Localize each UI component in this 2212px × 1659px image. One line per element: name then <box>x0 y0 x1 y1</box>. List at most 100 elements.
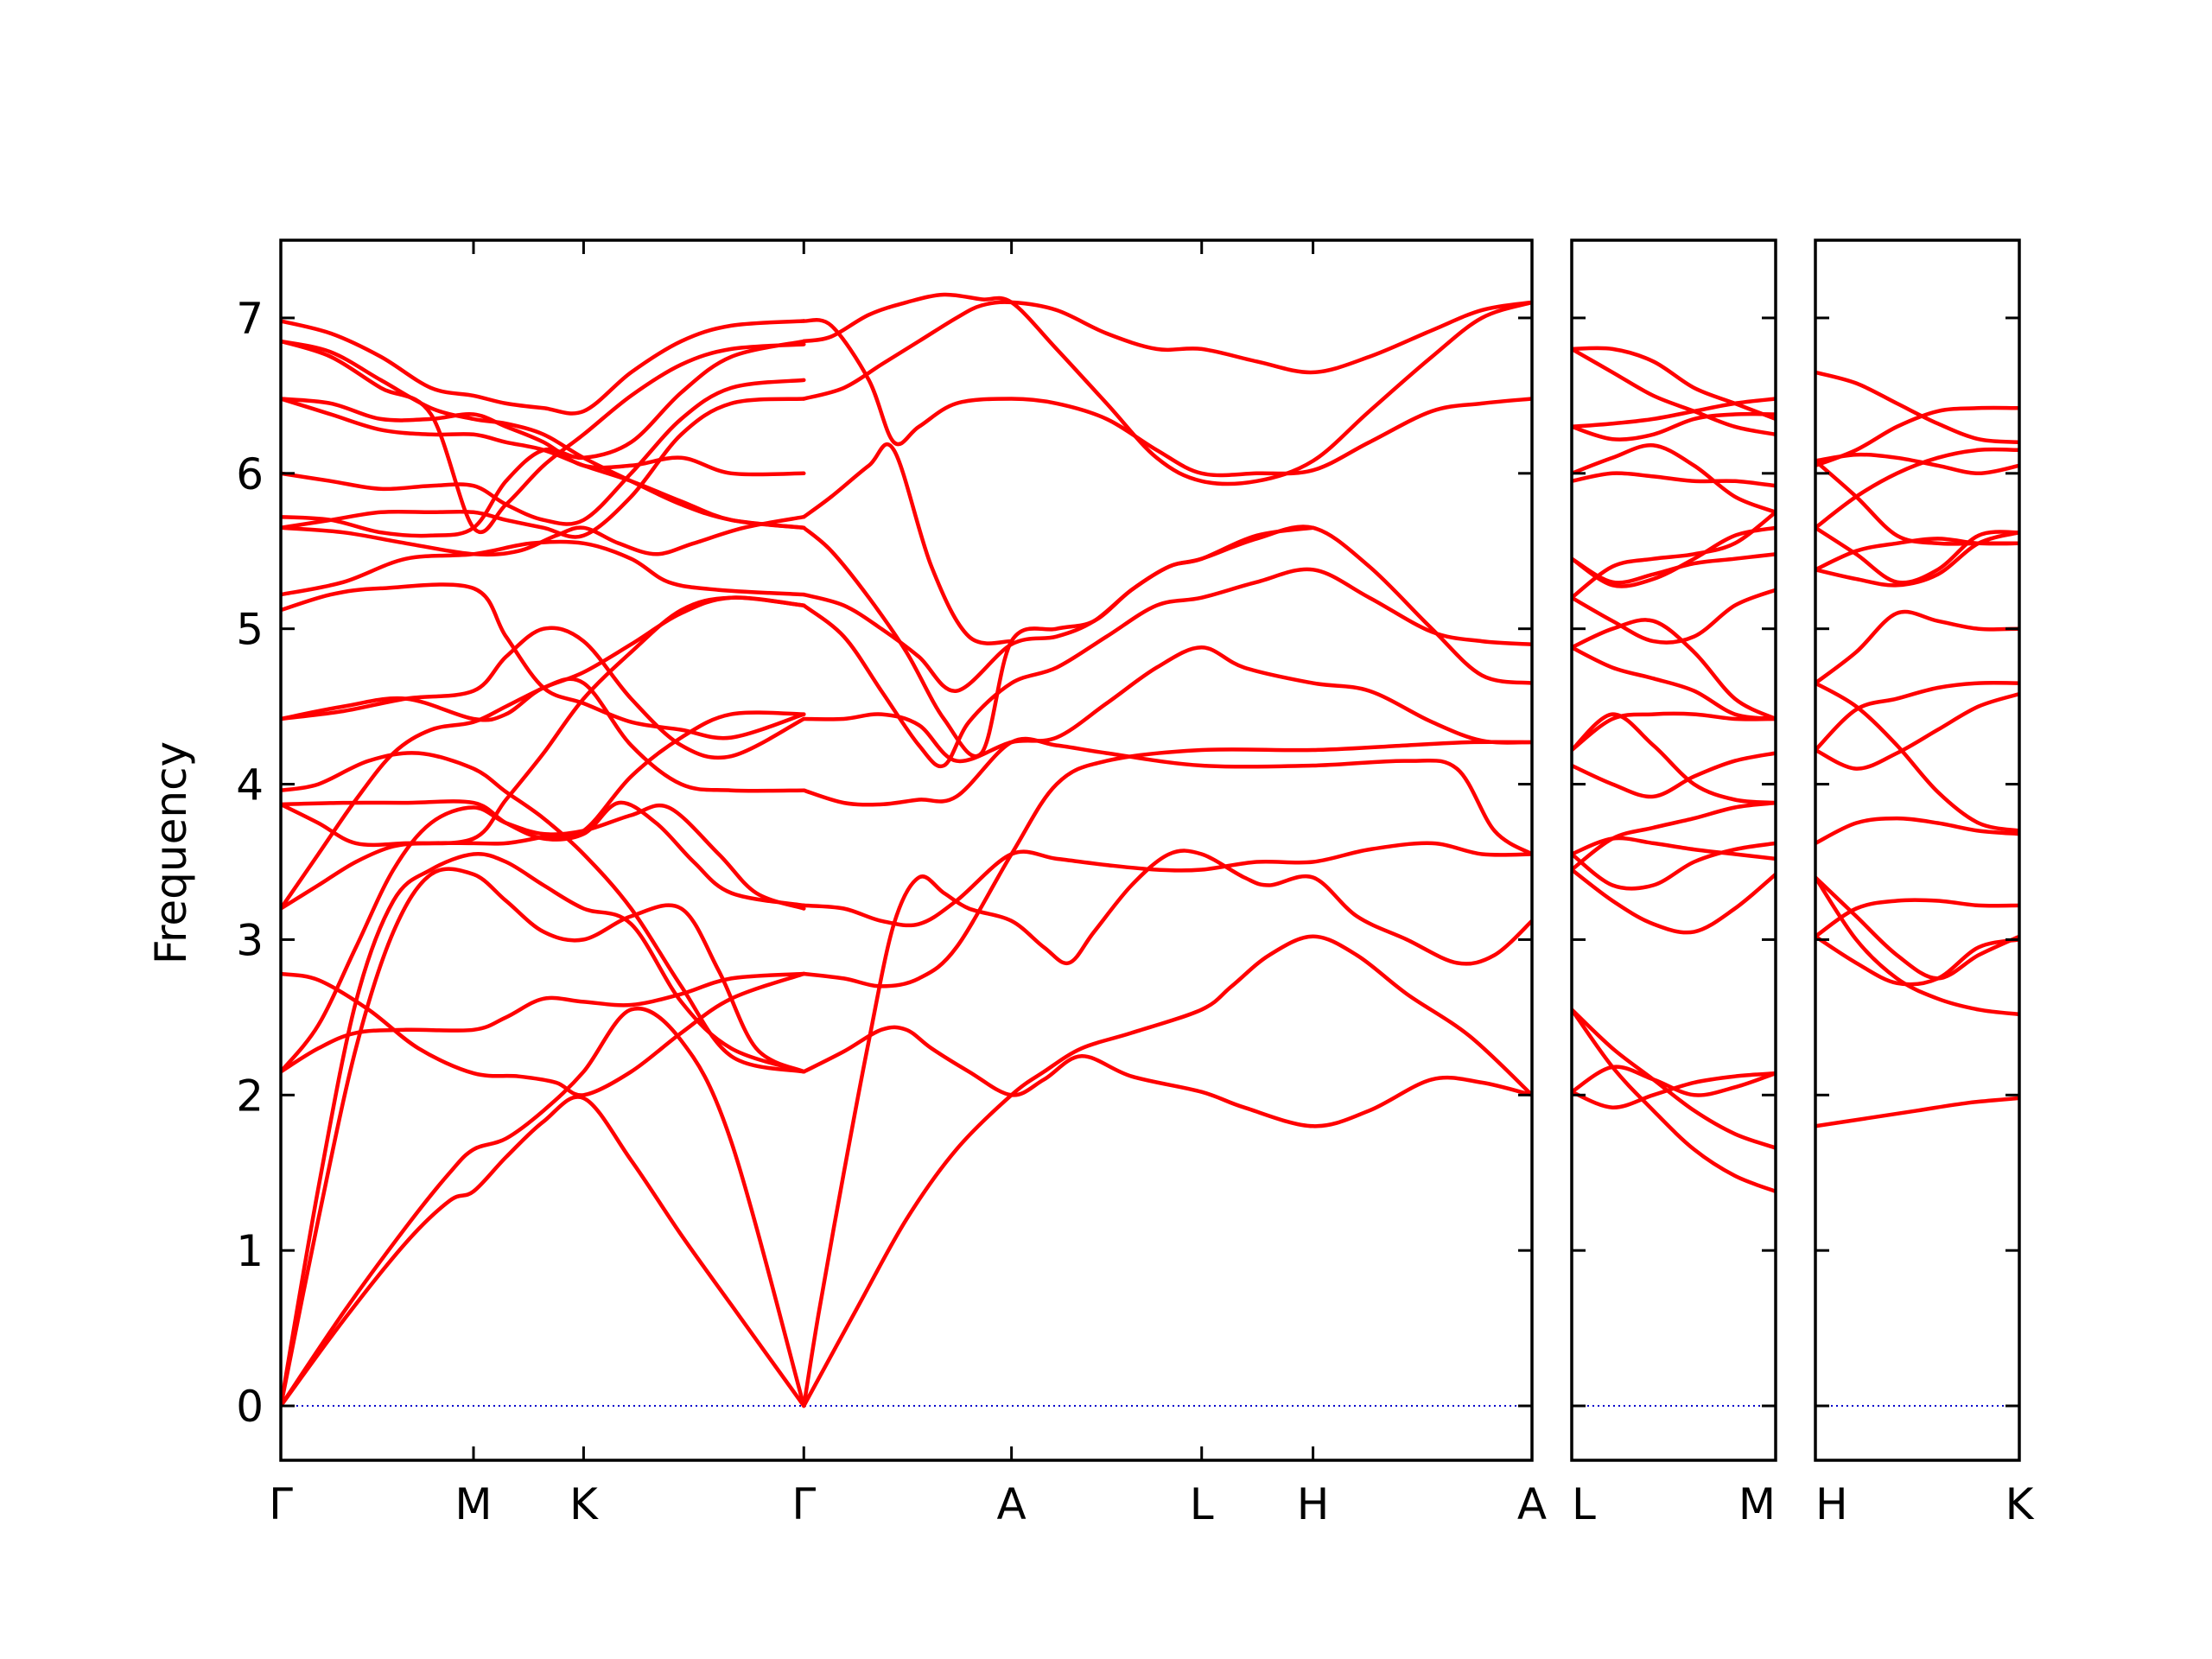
bands <box>1572 346 1776 1194</box>
band-main-18 <box>281 339 806 538</box>
band-main-32 <box>802 567 1532 769</box>
band-main-30 <box>802 736 1532 856</box>
band-seg-LM-16 <box>1572 510 1776 600</box>
x-tick-label: A <box>1517 1479 1547 1529</box>
band-main-23 <box>281 339 806 534</box>
band-main-37 <box>802 292 1532 486</box>
x-tick-label: Γ <box>791 1479 816 1529</box>
band-main-36 <box>802 300 1532 401</box>
y-tick-label: 2 <box>236 1071 264 1121</box>
band-main-24 <box>281 319 806 416</box>
band-seg-HK-4 <box>1815 875 2019 981</box>
band-seg-HK-16 <box>1815 405 2019 468</box>
band-main-34 <box>802 525 1315 759</box>
y-tick-label: 1 <box>236 1226 264 1276</box>
x-tick-label: H <box>1297 1479 1330 1529</box>
x-tick-label: L <box>1190 1479 1214 1529</box>
band-main-11 <box>281 751 806 1074</box>
band-main-2 <box>281 867 806 1408</box>
band-seg-LM-15 <box>1572 525 1776 588</box>
band-seg-LM-18 <box>1572 443 1776 515</box>
y-tick-label: 0 <box>236 1382 264 1432</box>
panel-frame <box>1814 238 2021 1462</box>
band-main-13 <box>281 626 806 760</box>
band-main-8 <box>281 595 806 911</box>
bands <box>281 292 1532 1408</box>
band-seg-LM-8 <box>1572 751 1776 799</box>
x-tick-label: A <box>997 1479 1027 1529</box>
panel-frame <box>1570 238 1777 1462</box>
panel-frame <box>279 238 1534 1462</box>
x-tick-label: K <box>569 1479 599 1529</box>
band-main-35 <box>802 442 1014 645</box>
band-seg-HK-0 <box>1815 1096 2019 1128</box>
band-main-5 <box>281 971 806 1097</box>
band-main-26 <box>802 849 1532 1408</box>
band-main-4 <box>281 971 806 1074</box>
band-main-21 <box>281 397 806 477</box>
band-main-17 <box>281 397 806 539</box>
band-seg-LM-3 <box>1572 1065 1776 1097</box>
x-tick-label: L <box>1572 1479 1596 1529</box>
band-main-38 <box>802 318 1532 478</box>
band-main-1 <box>281 1006 806 1408</box>
y-tick-label: 6 <box>236 449 264 499</box>
band-seg-LM-1 <box>1572 1007 1776 1150</box>
panel-main: 0 1 2 3 4 5 6 7 Γ M K Γ A L H A <box>236 238 1547 1529</box>
band-seg-HK-6 <box>1815 680 2019 753</box>
x-tick-label: K <box>2005 1479 2035 1529</box>
band-main-0 <box>281 1095 806 1408</box>
band-seg-LM-7 <box>1572 800 1776 872</box>
band-seg-HK-2 <box>1815 875 2019 1017</box>
x-tick-label: M <box>1738 1479 1776 1529</box>
y-tick-label: 7 <box>236 294 264 344</box>
band-seg-HK-13 <box>1815 459 2019 546</box>
band-main-22 <box>281 339 806 531</box>
band-main-20 <box>281 397 806 531</box>
band-seg-LM-19 <box>1572 411 1776 442</box>
band-seg-HK-9 <box>1815 609 2019 685</box>
band-main-16 <box>281 514 806 557</box>
band-main-14 <box>281 582 806 741</box>
band-main-9 <box>281 799 806 908</box>
band-seg-LM-9 <box>1572 711 1776 753</box>
x-tick-label: M <box>454 1479 492 1529</box>
x-tick-label: Γ <box>269 1479 293 1529</box>
band-main-27 <box>802 1025 1532 1128</box>
band-main-7 <box>281 710 806 911</box>
band-main-19 <box>281 378 806 526</box>
band-seg-LM-10 <box>1572 712 1776 805</box>
bands <box>1815 370 2019 1128</box>
band-seg-LM-17 <box>1572 471 1776 488</box>
band-seg-HK-8 <box>1815 681 2019 833</box>
band-seg-LM-4 <box>1572 868 1776 935</box>
band-seg-HK-14 <box>1815 452 2019 476</box>
band-main-3 <box>281 851 806 1408</box>
x-tick-label: H <box>1815 1479 1848 1529</box>
band-main-15 <box>281 539 806 597</box>
band-main-25 <box>802 934 1532 1408</box>
band-seg-LM-0 <box>1572 1007 1776 1194</box>
y-tick-label: 4 <box>236 760 264 810</box>
band-seg-HK-1 <box>1815 934 2019 987</box>
band-seg-HK-15 <box>1815 447 2019 531</box>
band-seg-HK-17 <box>1815 370 2019 445</box>
y-tick-label: 3 <box>236 915 264 965</box>
y-tick-label: 5 <box>236 605 264 655</box>
band-main-10 <box>281 595 806 848</box>
band-seg-LM-5 <box>1572 841 1776 891</box>
band-main-28 <box>802 740 1532 988</box>
y-axis-label: Frequency <box>146 741 196 964</box>
band-seg-LM-22 <box>1572 346 1776 422</box>
band-seg-HK-7 <box>1815 691 2019 771</box>
band-seg-LM-13 <box>1572 588 1776 645</box>
band-main-29 <box>802 841 1532 928</box>
band-main-12 <box>281 677 806 793</box>
band-seg-LM-12 <box>1572 618 1776 721</box>
band-main-31 <box>802 645 1532 764</box>
band-seg-LM-11 <box>1572 645 1776 721</box>
